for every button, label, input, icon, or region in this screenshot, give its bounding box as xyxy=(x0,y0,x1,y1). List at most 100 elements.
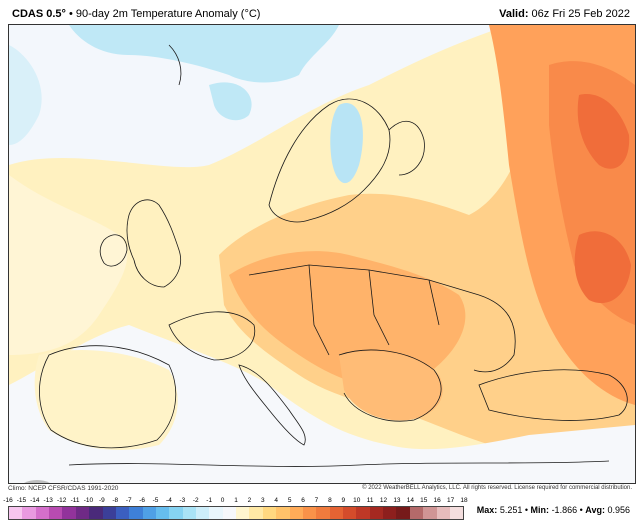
colorbar-swatch xyxy=(102,507,116,519)
min-label: Min: xyxy=(530,505,550,515)
colorbar-swatch xyxy=(276,507,290,519)
colorbar-swatch xyxy=(169,507,183,519)
colorbar-swatch xyxy=(249,507,263,519)
colorbar-tick-label: -5 xyxy=(152,497,159,504)
colorbar-tick-label: -6 xyxy=(139,497,145,504)
colorbar-swatch xyxy=(356,507,370,519)
colorbar-swatch xyxy=(262,507,277,519)
colorbar-swatch xyxy=(236,507,250,519)
colorbar-tick-label: 2 xyxy=(247,497,252,504)
colorbar-tick-label: 16 xyxy=(433,497,441,504)
britain-outline xyxy=(126,199,181,288)
colorbar-tick-label: 15 xyxy=(420,497,428,504)
min-value: -1.866 xyxy=(551,505,578,515)
colorbar: -16 -15 -14 -13 -12 -11 -10 -9 -8 -7 -6 -5 -4 -3 -2 -1 0… xyxy=(3,497,468,520)
max-value: 5.251 xyxy=(499,505,523,515)
north-africa-coast xyxy=(68,460,610,467)
valid-label: Valid: xyxy=(499,8,529,20)
colorbar-swatch xyxy=(369,507,384,519)
climo-note: Climo: NCEP CFSR/CDAS 1991-2020 xyxy=(8,485,119,492)
colorbar-swatch xyxy=(22,507,36,519)
avg-label: Avg: xyxy=(585,505,605,515)
anomaly-negative-patch xyxy=(209,82,252,121)
colorbar-tick-label: 14 xyxy=(406,497,414,504)
colorbar-tick-label: 10 xyxy=(353,497,361,504)
product-name: 90-day 2m Temperature Anomaly (°C) xyxy=(75,8,261,20)
anomaly-negative-north xyxy=(69,25,339,83)
valid-time-value: 06z Fri 25 Feb 2022 xyxy=(531,8,630,20)
colorbar-tick-label: -7 xyxy=(125,497,132,504)
colorbar-swatch xyxy=(396,507,410,519)
colorbar-swatch xyxy=(89,507,103,519)
colorbar-swatch xyxy=(316,507,330,519)
copyright-note: © 2022 WeatherBELL Analytics, LLC. All r… xyxy=(362,485,632,491)
colorbar-scale xyxy=(8,506,464,520)
colorbar-swatch xyxy=(62,507,76,519)
france-outline xyxy=(168,311,256,361)
title-separator: • xyxy=(68,8,73,20)
colorbar-tick-label: -11 xyxy=(70,497,80,504)
colorbar-swatch xyxy=(449,507,464,519)
colorbar-ticks: -16 -15 -14 -13 -12 -11 -10 -9 -8 -7 -6 -5 -4 -3 -2 -1 0… xyxy=(3,497,467,506)
iberia-outline xyxy=(39,345,177,449)
colorbar-tick-label: -12 xyxy=(56,497,67,504)
ukraine-outline xyxy=(473,294,516,373)
colorbar-tick-label: 3 xyxy=(261,497,265,504)
anomaly-iberia xyxy=(34,350,178,450)
colorbar-swatch xyxy=(196,507,210,519)
anomaly-negative-atlantic xyxy=(9,45,42,145)
max-label: Max: xyxy=(476,505,498,515)
colorbar-swatch xyxy=(383,507,397,519)
colorbar-tick-label: 1 xyxy=(234,497,238,504)
colorbar-tick-label: -10 xyxy=(83,497,94,504)
colorbar-tick-label: 5 xyxy=(287,497,292,504)
anomaly-west-band xyxy=(9,175,128,355)
anomaly-negative-scandinavia xyxy=(330,103,363,184)
colorbar-swatch xyxy=(35,507,50,519)
map-title: CDAS 0.5° • 90-day 2m Temperature Anomal… xyxy=(12,8,260,20)
header: CDAS 0.5° • 90-day 2m Temperature Anomal… xyxy=(0,0,640,24)
colorbar-tick-label: 17 xyxy=(446,497,455,504)
turkey-outline xyxy=(478,369,628,421)
colorbar-swatch xyxy=(329,507,343,519)
weatherbell-logo: WB xyxy=(19,480,55,483)
colorbar-swatch xyxy=(182,507,197,519)
map-svg xyxy=(9,25,635,483)
colorbar-swatch xyxy=(115,507,130,519)
colorbar-swatch xyxy=(222,507,237,519)
colorbar-tick-label: -4 xyxy=(166,497,172,504)
colorbar-tick-label: 13 xyxy=(393,497,401,504)
colorbar-tick-label: -9 xyxy=(98,497,105,504)
colorbar-tick-label: 6 xyxy=(301,497,305,504)
italy-outline xyxy=(238,364,306,446)
anomaly-russia-max xyxy=(577,94,630,169)
finland-outline xyxy=(388,120,425,176)
colorbar-swatch xyxy=(302,507,317,519)
ireland-outline xyxy=(99,234,128,267)
colorbar-tick-label: -1 xyxy=(206,497,213,504)
colorbar-swatch xyxy=(209,507,223,519)
colorbar-tick-label: -14 xyxy=(30,497,40,504)
stats: Max: 5.251 • Min: -1.866 • Avg: 0.956 xyxy=(477,505,630,515)
colorbar-swatch xyxy=(423,507,437,519)
coastlines xyxy=(39,44,628,467)
anomaly-map: WB xyxy=(8,24,636,484)
scandinavia-outline xyxy=(268,98,391,223)
colorbar-tick-label: -15 xyxy=(16,497,27,504)
colorbar-tick-label: 9 xyxy=(341,497,346,504)
colorbar-swatch xyxy=(155,507,170,519)
anomaly-mediterranean xyxy=(9,325,635,483)
colorbar-swatch xyxy=(9,507,23,519)
stats-sep-1: • xyxy=(524,505,529,515)
colorbar-tick-label: -8 xyxy=(112,497,119,504)
colorbar-tick-label: 12 xyxy=(379,497,388,504)
colorbar-swatch xyxy=(142,507,156,519)
colorbar-tick-label: 11 xyxy=(366,497,374,504)
country-borders xyxy=(308,264,440,356)
colorbar-swatch xyxy=(129,507,143,519)
colorbar-swatch xyxy=(75,507,90,519)
colorbar-swatch xyxy=(409,507,424,519)
model-name: CDAS 0.5° xyxy=(12,8,66,20)
stats-sep-2: • xyxy=(579,505,583,515)
colorbar-tick-label: -3 xyxy=(179,497,186,504)
